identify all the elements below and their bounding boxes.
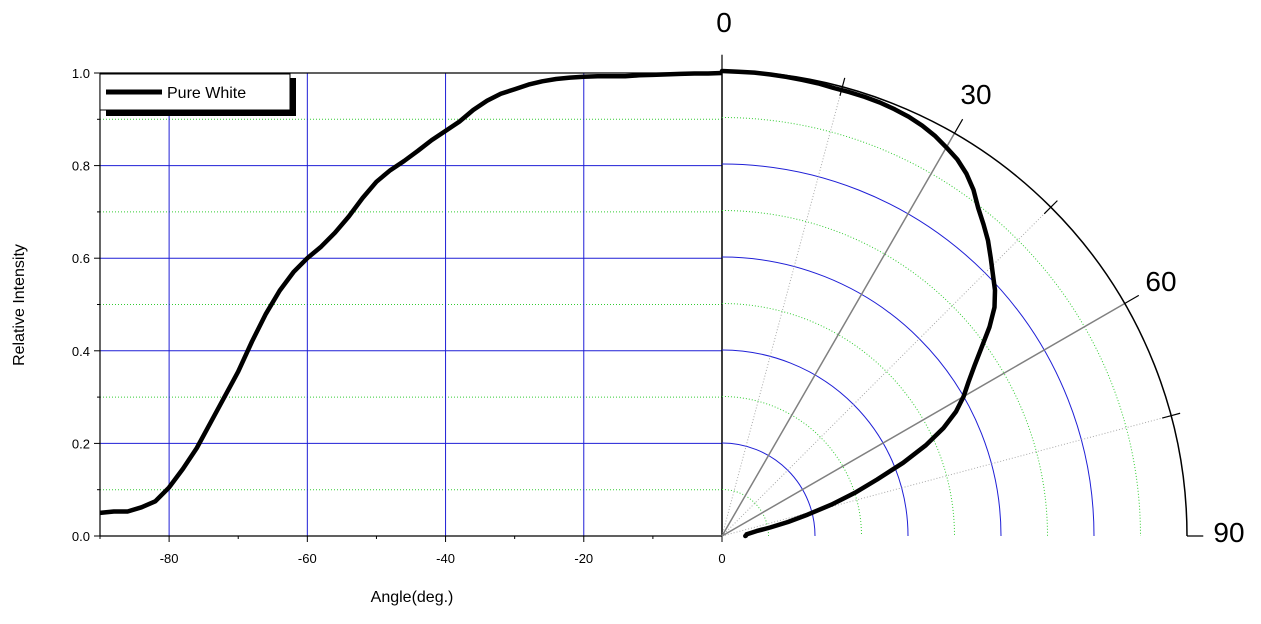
polar-major-spoke-0: [721, 132, 956, 537]
cartesian-series: [99, 70, 723, 516]
polar-grid: [721, 86, 1172, 537]
polar-angle-label-90: 90: [1213, 517, 1244, 548]
polar-angle-tick-15: [841, 77, 846, 87]
polar-ring-6: [721, 210, 1048, 537]
y-tick-label-1: 0.2: [72, 436, 90, 451]
polar-ring-1: [721, 442, 816, 537]
polar-minor-spoke-2: [721, 415, 1172, 537]
polar-series-line-0: [719, 68, 998, 539]
polar-major-spoke-1: [721, 302, 1126, 537]
polar-ring-0: [721, 489, 769, 537]
polar-angle-label-60: 60: [1145, 266, 1176, 297]
legend-label: Pure White: [167, 85, 246, 102]
polar-series: [719, 68, 998, 539]
polar-angle-label-30: 30: [960, 79, 991, 110]
y-tick-label-3: 0.6: [72, 251, 90, 266]
series-line-0: [99, 70, 723, 516]
x-tick-label-0: -80: [160, 551, 179, 566]
x-tick-label-1: -60: [298, 551, 317, 566]
polar-ring-2: [721, 396, 862, 537]
legend: Pure White: [99, 73, 296, 116]
x-tick-label-3: -20: [574, 551, 593, 566]
polar-ring-4: [721, 303, 955, 537]
y-axis-title: Relative Intensity: [11, 244, 28, 366]
cartesian-grid: [100, 73, 722, 536]
x-tick-label-4: 0: [718, 551, 725, 566]
x-tick-label-2: -40: [436, 551, 455, 566]
polar-angle-label-0: 0: [716, 7, 732, 38]
x-axis-title: Angle(deg.): [371, 589, 454, 606]
polar-ring-7: [721, 163, 1095, 537]
polar-inner-tick-1: [1043, 206, 1052, 215]
polar-inner-tick-2: [1162, 415, 1172, 419]
polar-minor-spoke-1: [721, 206, 1052, 537]
y-tick-label-4: 0.8: [72, 159, 90, 174]
polar-angle-tick-60: [1124, 294, 1140, 305]
polar-angle-tick-30: [953, 118, 964, 134]
polar-outer-arc: [721, 70, 1188, 537]
polar-minor-spoke-0: [721, 86, 843, 537]
y-tick-label-2: 0.4: [72, 344, 90, 359]
y-tick-label-5: 1.0: [72, 66, 90, 81]
polar-angle-tick-75: [1171, 412, 1181, 417]
y-tick-label-0: 0.0: [72, 529, 90, 544]
polar-ring-8: [721, 117, 1141, 537]
polar-angle-tick-45: [1050, 200, 1058, 208]
cartesian-ticks: 0.0 0.2 0.4 0.6 0.8 1.0 -80 -60 -40 -20 0: [72, 66, 726, 566]
